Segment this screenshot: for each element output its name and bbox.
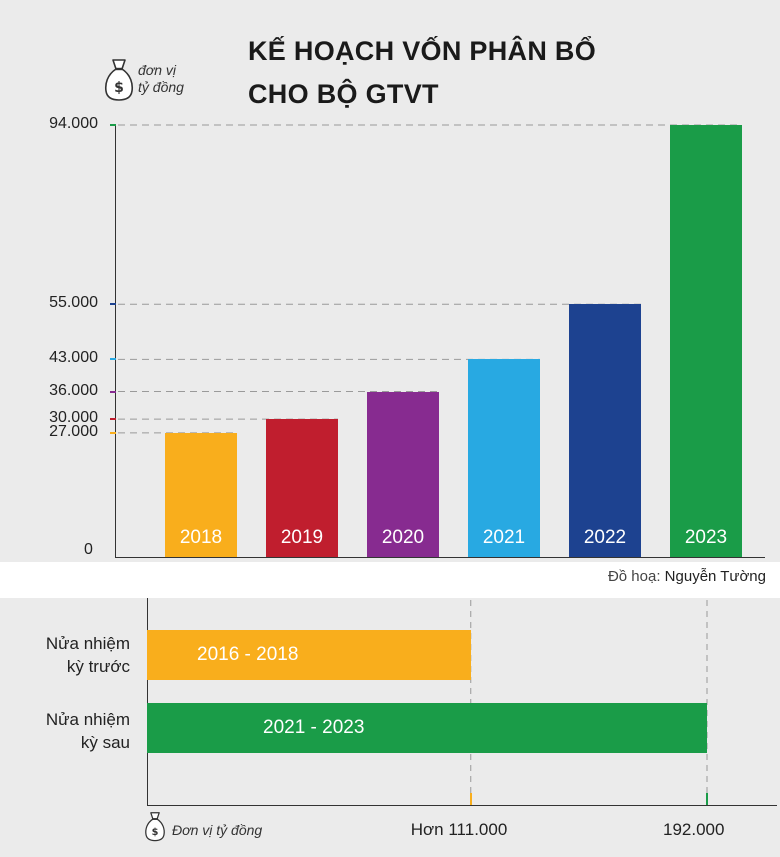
y-axis <box>115 124 116 558</box>
hbar-period-label: 2021 - 2023 <box>263 717 365 738</box>
y-label-2023: 94.000 <box>49 115 98 132</box>
hbar-period-label: 2016 - 2018 <box>197 644 299 665</box>
bar-2019: 2019 <box>266 419 338 557</box>
y-axis-bottom <box>147 598 148 806</box>
x-tick-second <box>706 793 708 805</box>
bar-2022: 2022 <box>569 304 641 557</box>
row-label-line: Nửa nhiệm <box>45 710 130 729</box>
y-tick-2022 <box>110 303 116 306</box>
graphic-credit: Đồ hoạ: Nguyễn Tường <box>608 568 766 585</box>
credit-strip <box>0 562 780 598</box>
row-label-line: kỳ trước <box>66 657 130 676</box>
credit-author: Nguyễn Tường <box>664 568 766 585</box>
unit-label-top: đơn vị tỷ đồng <box>138 62 184 96</box>
chart-title-line-2: CHO BỘ GTVT <box>248 79 439 109</box>
unit-line-2: tỷ đồng <box>138 79 184 95</box>
row-label-line: kỳ sau <box>80 733 130 752</box>
y-label-2020: 36.000 <box>49 381 98 399</box>
hbar-2016-2018: 2016 - 2018 <box>147 630 471 680</box>
x-tick-first <box>469 793 472 805</box>
svg-text:$: $ <box>114 80 124 96</box>
y-tick-2023 <box>110 124 116 126</box>
bar-2018: 2018 <box>165 432 237 557</box>
hbar-2021-2023: 2021 - 2023 <box>147 703 707 753</box>
bar-2023: 2023 <box>670 125 742 557</box>
x-axis <box>115 557 765 558</box>
bar-year-label: 2020 <box>381 526 425 548</box>
money-bag-icon: $ <box>145 812 165 842</box>
money-bag-icon: $ <box>104 59 134 101</box>
row-label-second-half: Nửa nhiệm kỳ sau <box>8 708 130 754</box>
chart-title-line-1: KẾ HOẠCH VỐN PHÂN BỔ <box>248 36 597 66</box>
y-label-2022: 55.000 <box>49 294 98 312</box>
y-zero-label: 0 <box>84 541 93 558</box>
y-label-2018: 27.000 <box>49 422 98 440</box>
credit-prefix: Đồ hoạ: <box>607 568 661 585</box>
x-value-label-first: Hơn 111.000 <box>410 820 508 839</box>
chart-title: KẾ HOẠCH VỐN PHÂN BỔ CHO BỘ GTVT <box>248 30 596 116</box>
x-axis-bottom <box>147 805 777 806</box>
row-label-first-half: Nửa nhiệm kỳ trước <box>8 632 130 678</box>
bar-year-label: 2022 <box>583 526 627 548</box>
bar-year-label: 2018 <box>179 526 223 548</box>
bar-year-label: 2023 <box>684 527 728 548</box>
bar-2020: 2020 <box>367 391 439 557</box>
unit-label-bottom: Đơn vị tỷ đồng <box>172 822 263 838</box>
y-tick-2020 <box>110 390 116 393</box>
row-label-line: Nửa nhiệm <box>45 634 130 653</box>
y-tick-2019 <box>110 418 116 421</box>
bar-2021: 2021 <box>468 359 540 557</box>
bar-year-label: 2019 <box>280 526 324 548</box>
x-value-label-second: 192.000 <box>663 820 725 839</box>
unit-line-1: đơn vị <box>138 62 177 78</box>
y-tick-2021 <box>110 358 116 361</box>
y-label-2021: 43.000 <box>49 349 98 367</box>
y-tick-2018 <box>110 431 116 434</box>
bar-year-label: 2021 <box>482 526 526 548</box>
svg-text:$: $ <box>152 827 159 838</box>
y-label-2019: 30.000 <box>49 409 98 427</box>
